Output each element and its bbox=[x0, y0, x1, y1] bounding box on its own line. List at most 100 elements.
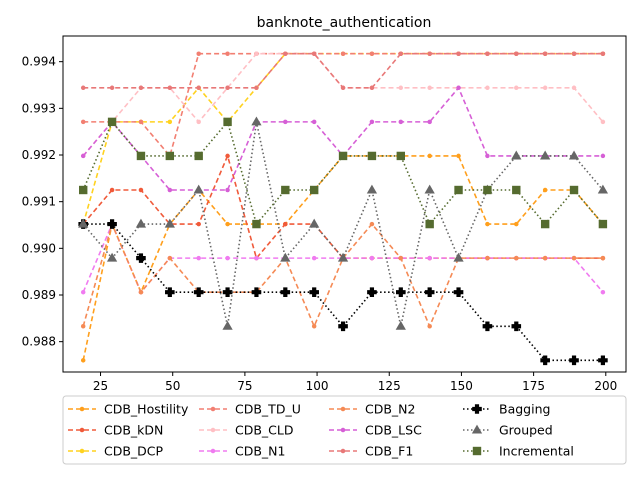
legend-item-cdb-td-u: CDB_TD_U bbox=[199, 402, 301, 417]
data-point-cdb-dcp bbox=[167, 119, 173, 125]
data-point-cdb-n2 bbox=[485, 255, 490, 261]
data-point-incremental bbox=[136, 151, 146, 161]
data-point-cdb-n1 bbox=[254, 255, 259, 261]
data-point-cdb-td-u bbox=[225, 51, 230, 56]
data-point-cdb-lsc bbox=[225, 187, 230, 193]
data-point-grouped bbox=[309, 218, 320, 228]
data-point-cdb-n2 bbox=[311, 324, 317, 329]
data-point-cdb-f1 bbox=[369, 85, 375, 91]
data-point-bagging bbox=[193, 287, 204, 297]
data-point-cdb-kdn bbox=[138, 187, 144, 193]
data-point-cdb-cld bbox=[571, 85, 577, 91]
data-point-bagging bbox=[511, 321, 522, 332]
data-point-cdb-hostility bbox=[542, 187, 548, 193]
data-point-cdb-n2 bbox=[571, 255, 577, 261]
data-point-cdb-n1 bbox=[225, 255, 230, 261]
data-point-cdb-hostility bbox=[80, 358, 86, 363]
data-point-incremental bbox=[252, 219, 261, 229]
legend-label: CDB_LSC bbox=[365, 423, 422, 438]
data-point-cdb-f1 bbox=[542, 51, 548, 56]
data-point-bagging bbox=[367, 287, 377, 297]
data-point-incremental bbox=[454, 185, 463, 195]
data-point-grouped bbox=[337, 252, 349, 262]
x-tick-label: 125 bbox=[378, 379, 401, 393]
legend-label: CDB_CLD bbox=[235, 423, 294, 438]
data-point-cdb-f1 bbox=[138, 85, 144, 91]
data-point-incremental bbox=[598, 219, 608, 229]
data-point-grouped bbox=[597, 184, 609, 194]
x-tick-label: 100 bbox=[306, 379, 329, 393]
series-cdb-f1 bbox=[80, 51, 606, 91]
data-point-grouped bbox=[193, 184, 204, 194]
series-incremental bbox=[79, 117, 608, 229]
data-point-incremental bbox=[569, 185, 579, 195]
data-point-cdb-f1 bbox=[600, 51, 606, 56]
legend-item-cdb-dcp: CDB_DCP bbox=[68, 444, 164, 459]
x-tick-label: 150 bbox=[450, 379, 473, 393]
data-point-cdb-n2 bbox=[167, 255, 173, 261]
data-point-cdb-n2 bbox=[600, 255, 606, 261]
data-point-cdb-hostility bbox=[225, 221, 230, 227]
y-tick-label: 0.989 bbox=[22, 288, 56, 302]
data-point-grouped bbox=[568, 150, 580, 160]
data-point-cdb-lsc bbox=[283, 119, 288, 125]
legend-item-grouped: Grouped bbox=[463, 423, 553, 438]
data-point-cdb-cld bbox=[254, 51, 259, 56]
data-point-cdb-lsc bbox=[485, 153, 490, 159]
legend-swatch-marker bbox=[79, 406, 85, 412]
legend-item-cdb-n1: CDB_N1 bbox=[199, 444, 285, 459]
data-point-incremental bbox=[281, 185, 290, 195]
data-point-cdb-n2 bbox=[138, 289, 144, 295]
chart-title: banknote_authentication bbox=[257, 15, 432, 31]
data-point-grouped bbox=[251, 116, 262, 126]
data-point-cdb-n2 bbox=[542, 255, 548, 261]
data-point-grouped bbox=[453, 252, 464, 262]
legend-swatch-marker bbox=[340, 427, 346, 433]
data-point-grouped bbox=[280, 252, 291, 262]
data-point-cdb-lsc bbox=[369, 119, 375, 125]
legend-swatch-marker bbox=[79, 427, 85, 433]
data-point-cdb-f1 bbox=[398, 51, 404, 56]
data-point-cdb-cld bbox=[398, 85, 404, 91]
legend-label: CDB_kDN bbox=[104, 423, 163, 438]
y-tick-label: 0.988 bbox=[22, 335, 56, 349]
data-point-cdb-n2 bbox=[369, 221, 375, 227]
data-point-cdb-hostility bbox=[456, 153, 461, 159]
data-point-bagging bbox=[482, 321, 493, 332]
data-point-incremental bbox=[512, 185, 521, 195]
legend-label: CDB_Hostility bbox=[104, 402, 189, 417]
data-point-cdb-f1 bbox=[311, 51, 317, 56]
legend-label: CDB_N1 bbox=[235, 444, 285, 459]
data-point-grouped bbox=[135, 218, 147, 228]
data-point-cdb-n1 bbox=[600, 289, 606, 295]
y-tick-label: 0.993 bbox=[22, 101, 56, 115]
legend-item-cdb-kdn: CDB_kDN bbox=[68, 423, 163, 438]
data-point-grouped bbox=[78, 218, 89, 228]
data-point-bagging bbox=[165, 287, 175, 297]
data-point-cdb-n2 bbox=[427, 324, 432, 329]
data-point-bagging bbox=[453, 287, 464, 297]
data-point-bagging bbox=[396, 287, 406, 297]
data-point-cdb-kdn bbox=[283, 221, 288, 227]
data-point-cdb-hostility bbox=[485, 221, 490, 227]
data-point-cdb-lsc bbox=[167, 187, 173, 193]
data-point-cdb-cld bbox=[427, 85, 432, 91]
data-point-cdb-lsc bbox=[311, 119, 317, 125]
data-point-cdb-lsc bbox=[398, 119, 404, 125]
data-point-cdb-lsc bbox=[427, 119, 432, 125]
data-point-bagging bbox=[280, 287, 291, 297]
axes: 25 50 75 100 125 150 175 200 0.988 0.989 0.990 0.99… bbox=[22, 35, 627, 393]
x-tick-label: 50 bbox=[165, 379, 180, 393]
data-point-incremental bbox=[483, 185, 492, 195]
data-point-incremental bbox=[309, 185, 319, 195]
y-tick-label: 0.992 bbox=[22, 148, 56, 162]
data-point-grouped bbox=[222, 320, 233, 330]
data-point-incremental bbox=[223, 117, 232, 127]
data-point-cdb-kdn bbox=[109, 187, 115, 193]
data-point-cdb-hostility bbox=[427, 153, 432, 159]
data-point-cdb-td-u bbox=[80, 119, 86, 125]
data-point-cdb-cld bbox=[600, 119, 606, 125]
y-tick-label: 0.994 bbox=[22, 55, 56, 69]
x-tick-label: 200 bbox=[594, 379, 617, 393]
legend-swatch-marker bbox=[79, 448, 85, 454]
